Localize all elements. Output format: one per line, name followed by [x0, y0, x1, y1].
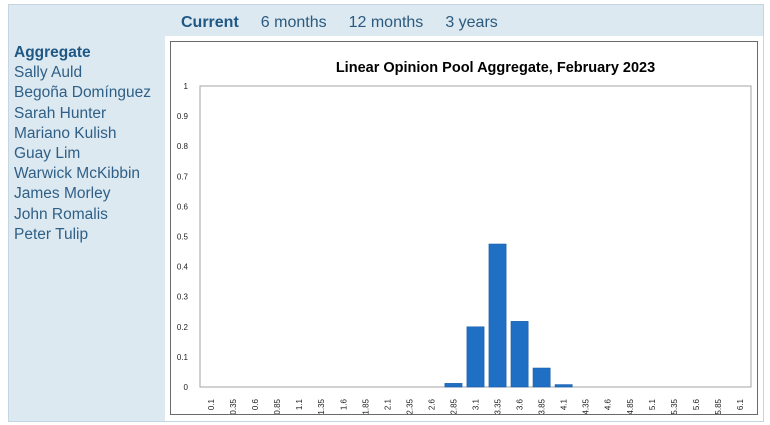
tab-3-years[interactable]: 3 years [445, 14, 498, 31]
bar [510, 321, 529, 388]
sidebar-item-john-romalis[interactable]: John Romalis [14, 205, 108, 223]
tab-12-months[interactable]: 12 months [348, 14, 424, 31]
x-tick-label: 3.35 [494, 398, 503, 414]
sidebar-item-aggregate[interactable]: Aggregate [14, 44, 91, 61]
tab-current[interactable]: Current [181, 14, 239, 31]
widget-frame: Current 6 months 12 months 3 years Aggre… [8, 4, 764, 422]
tab-6-months[interactable]: 6 months [260, 14, 327, 31]
x-tick-label: 0.1 [207, 398, 216, 410]
x-tick-label: 1.6 [339, 398, 348, 410]
y-tick-label: 0.7 [177, 172, 189, 181]
y-tick-label: 0.9 [177, 112, 189, 121]
sidebar-item-warwick-mckibbin[interactable]: Warwick McKibbin [14, 165, 141, 183]
panelist-list: Aggregate Sally Auld Begoña Domínguez Sa… [14, 43, 164, 245]
sidebar-item-sarah-hunter[interactable]: Sarah Hunter [14, 104, 107, 122]
bar [532, 367, 551, 388]
x-tick-label: 5.1 [648, 398, 657, 410]
y-tick-label: 0.3 [177, 293, 189, 302]
sidebar-item-guay-lim[interactable]: Guay Lim [14, 145, 81, 163]
chart-svg: Linear Opinion Pool Aggregate, February … [177, 60, 752, 415]
x-tick-label: 5.85 [714, 398, 723, 414]
y-tick-label: 0 [184, 383, 189, 392]
sidebar-item-sally-auld[interactable]: Sally Auld [14, 64, 83, 82]
y-tick-label: 0.1 [177, 353, 189, 362]
x-tick-label: 4.35 [582, 398, 591, 414]
bar [554, 384, 573, 388]
sidebar-item-mariano-kulish[interactable]: Mariano Kulish [14, 124, 117, 142]
x-tick-label: 3.1 [472, 398, 481, 410]
sidebar-item-begona-dominguez[interactable]: Begoña Domínguez [14, 84, 152, 102]
y-tick-label: 0.5 [177, 233, 189, 242]
chart-title: Linear Opinion Pool Aggregate, February … [336, 60, 655, 76]
x-tick-label: 2.6 [427, 398, 436, 410]
sidebar-item-james-morley[interactable]: James Morley [14, 185, 111, 203]
x-tick-label: 2.1 [383, 398, 392, 410]
bar [466, 326, 485, 388]
y-tick-label: 0.6 [177, 202, 189, 211]
x-tick-label: 1.35 [317, 398, 326, 414]
x-tick-label: 4.85 [626, 398, 635, 414]
x-tick-label: 2.35 [405, 398, 414, 414]
x-tick-label: 4.1 [560, 398, 569, 410]
x-tick-label: 6.1 [736, 398, 745, 410]
period-tabs: Current 6 months 12 months 3 years [170, 10, 509, 36]
bar [444, 383, 463, 388]
y-tick-label: 1 [184, 82, 189, 91]
x-tick-label: 4.6 [604, 398, 613, 410]
x-tick-label: 2.85 [449, 398, 458, 414]
chart-panel: Linear Opinion Pool Aggregate, February … [165, 36, 763, 421]
x-tick-label: 0.6 [251, 398, 260, 410]
x-tick-label: 1.85 [361, 398, 370, 414]
y-tick-label: 0.8 [177, 142, 189, 151]
sidebar-item-peter-tulip[interactable]: Peter Tulip [14, 225, 89, 243]
x-tick-label: 3.85 [538, 398, 547, 414]
x-tick-label: 1.1 [295, 398, 304, 410]
y-tick-label: 0.2 [177, 323, 189, 332]
chart-box: Linear Opinion Pool Aggregate, February … [170, 41, 758, 415]
x-tick-label: 3.6 [516, 398, 525, 410]
x-tick-label: 5.35 [670, 398, 679, 414]
bar [488, 243, 507, 388]
x-tick-label: 5.6 [692, 398, 701, 410]
y-tick-label: 0.4 [177, 263, 189, 272]
x-tick-label: 0.35 [229, 398, 238, 414]
x-tick-label: 0.85 [273, 398, 282, 414]
